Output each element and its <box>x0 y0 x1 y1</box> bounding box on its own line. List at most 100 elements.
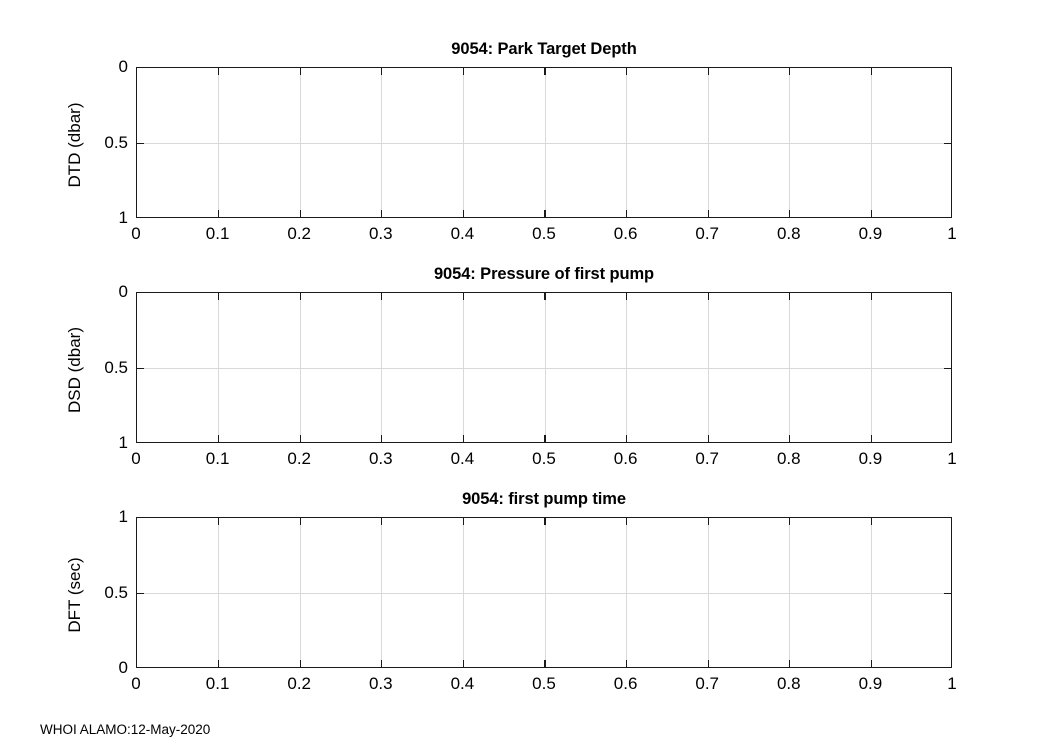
gridline-vertical <box>299 293 301 442</box>
subplot-park-target-depth: 9054: Park Target Depth <box>136 40 952 240</box>
subplot-1-axes <box>136 67 952 218</box>
x-axis-tick <box>299 435 301 442</box>
x-axis-tick-label: 0.4 <box>450 224 475 243</box>
x-axis-tick <box>217 660 220 667</box>
x-axis-tick-label: 0.9 <box>858 224 883 243</box>
gridline-vertical <box>218 518 220 667</box>
x-axis-tick-label: 0.3 <box>368 449 393 468</box>
figure-footer-note: WHOI ALAMO:12-May-2020 <box>40 722 211 737</box>
x-axis-tick <box>544 293 546 300</box>
x-axis-tick-label: 1 <box>947 674 957 693</box>
gridline-vertical <box>707 518 709 667</box>
y-axis-tick-label: 0.5 <box>104 357 128 377</box>
x-axis-tick <box>625 68 628 75</box>
x-axis-tick <box>707 210 709 217</box>
x-axis-tick-label: 0.4 <box>450 674 475 693</box>
gridline-vertical <box>707 293 709 442</box>
x-axis-tick <box>217 68 220 75</box>
x-axis-tick <box>462 293 465 300</box>
y-axis-tick-label: 0.5 <box>104 582 128 602</box>
x-axis-tick <box>870 518 873 525</box>
x-axis-tick-label: 0.1 <box>205 449 230 468</box>
x-axis-tick <box>789 293 791 300</box>
x-axis-tick <box>625 210 628 217</box>
x-axis-tick <box>544 660 546 667</box>
subplot-3-title: 9054: first pump time <box>462 490 626 508</box>
x-axis-tick-label: 0.8 <box>776 674 801 693</box>
x-axis-tick <box>381 293 383 300</box>
y-axis-tick <box>137 367 144 370</box>
x-axis-tick-label: 1 <box>947 224 957 243</box>
subplot-1-ylabel: DTD (dbar) <box>65 102 84 188</box>
x-axis-tick-label: 0.1 <box>205 224 230 243</box>
y-axis-tick-label: 0 <box>118 57 128 76</box>
x-axis-tick <box>625 660 628 667</box>
gridline-vertical <box>870 293 872 442</box>
x-axis-tick-label: 0.7 <box>695 224 720 243</box>
x-axis-tick <box>707 293 709 300</box>
x-axis-tick-label: 0.8 <box>776 449 801 468</box>
x-axis-tick-label: 0.5 <box>532 224 556 243</box>
x-axis-tick-label: 1 <box>947 449 957 468</box>
y-axis-tick <box>137 592 144 595</box>
gridline-vertical <box>381 293 383 442</box>
x-axis-tick <box>625 518 628 525</box>
x-axis-tick-label: 0 <box>131 449 141 468</box>
x-axis-tick <box>625 435 628 442</box>
gridline-vertical <box>626 518 628 667</box>
x-axis-tick-label: 0.7 <box>695 449 720 468</box>
subplot-2-ylabel: DSD (dbar) <box>65 327 84 413</box>
gridline-horizontal <box>137 143 951 144</box>
x-axis-tick <box>462 68 465 75</box>
x-axis-tick-label: 0.2 <box>287 449 312 468</box>
x-axis-tick-label: 0 <box>131 224 141 243</box>
x-axis-tick <box>625 293 628 300</box>
x-axis-tick <box>462 210 465 217</box>
x-axis-tick <box>544 518 546 525</box>
gridline-vertical <box>789 293 791 442</box>
subplot-2-axes <box>136 292 952 443</box>
y-axis-tick-label: 0 <box>118 658 128 677</box>
x-axis-tick <box>707 518 709 525</box>
y-axis-tick <box>137 142 144 145</box>
x-axis-tick <box>544 68 546 75</box>
gridline-vertical <box>462 68 464 217</box>
x-axis-tick <box>544 435 546 442</box>
x-axis-tick-label: 0.8 <box>776 224 801 243</box>
subplot-3-axes <box>136 517 952 668</box>
x-axis-tick <box>870 68 873 75</box>
gridline-vertical <box>381 68 383 217</box>
x-axis-tick-label: 0 <box>131 674 141 693</box>
x-axis-tick <box>381 68 383 75</box>
y-axis-tick <box>944 592 951 595</box>
gridline-vertical <box>626 68 628 217</box>
subplot-3-ylabel: DFT (sec) <box>65 557 84 633</box>
x-axis-tick <box>870 660 873 667</box>
x-axis-tick-label: 0.6 <box>613 674 638 693</box>
gridline-vertical <box>870 518 872 667</box>
x-axis-tick-label: 0.5 <box>532 449 556 468</box>
x-axis-tick <box>217 210 220 217</box>
y-axis-tick <box>944 142 951 145</box>
y-axis-tick-label: 0 <box>118 282 128 301</box>
x-axis-tick <box>462 518 465 525</box>
x-axis-tick-label: 0.9 <box>858 449 883 468</box>
x-axis-tick-label: 0.3 <box>368 674 393 693</box>
x-axis-tick <box>381 435 383 442</box>
x-axis-tick <box>299 518 301 525</box>
x-axis-tick <box>870 435 873 442</box>
x-axis-tick <box>299 660 301 667</box>
x-axis-tick <box>462 660 465 667</box>
x-axis-tick-label: 0.5 <box>532 674 556 693</box>
y-axis-tick-label: 1 <box>118 433 128 452</box>
gridline-vertical <box>789 518 791 667</box>
gridline-vertical <box>299 68 301 217</box>
gridline-vertical <box>626 293 628 442</box>
x-axis-tick-label: 0.6 <box>613 449 638 468</box>
x-axis-tick <box>707 660 709 667</box>
x-axis-tick <box>217 293 220 300</box>
x-axis-tick <box>381 660 383 667</box>
gridline-horizontal <box>137 593 951 594</box>
x-axis-tick <box>789 435 791 442</box>
